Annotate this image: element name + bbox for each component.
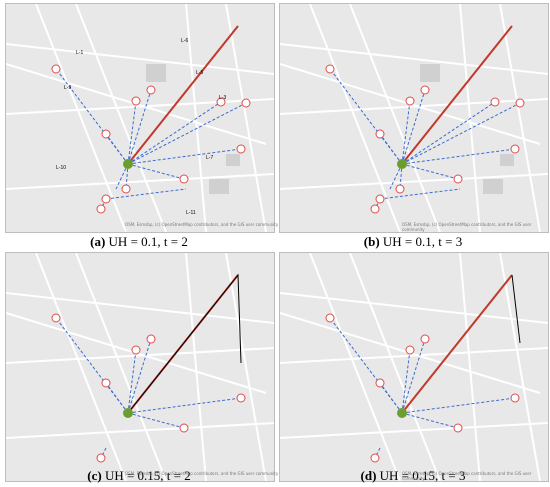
caption-b: (b) UH = 0.1, t = 3 bbox=[363, 234, 463, 249]
label-l10: L-10 bbox=[56, 165, 66, 171]
caption-d: (d) UH = 0.15, t = 3 bbox=[360, 468, 466, 483]
label-l6: L-6 bbox=[181, 38, 188, 44]
label-l3: L-3 bbox=[219, 95, 226, 101]
roads bbox=[6, 4, 274, 232]
label-l11: L-11 bbox=[186, 210, 196, 216]
label-l9: L-9 bbox=[64, 85, 71, 91]
attribution-a: OSM, Esmsbp, (c) OpenStreetMap contribut… bbox=[125, 222, 279, 227]
map-b bbox=[280, 4, 548, 232]
caption-a: (a) UH = 0.1, t = 2 bbox=[90, 234, 188, 249]
hub-icon bbox=[123, 159, 133, 169]
attribution-d: OSM, Esmsbp, (c) OpenStreetMap contribut… bbox=[402, 471, 532, 481]
attribution-b: OSM, Esmsbp, (c) OpenStreetMap contribut… bbox=[402, 222, 532, 232]
map-a: L-1 L-6 L-5 L-3 L-9 L-10 L-7 L-11 bbox=[6, 4, 274, 232]
panel-a: L-1 L-6 L-5 L-3 L-9 L-10 L-7 L-11 bbox=[5, 3, 275, 233]
nodes bbox=[51, 64, 251, 214]
attribution-c: OSM, Esmsbp, (c) OpenStreetMap contribut… bbox=[125, 471, 279, 476]
heavy-route bbox=[127, 25, 239, 165]
blocks bbox=[146, 64, 240, 194]
label-l1: L-1 bbox=[76, 50, 83, 56]
caption-c: (c) UH = 0.15, t = 2 bbox=[87, 468, 191, 483]
panel-d bbox=[279, 252, 549, 482]
panel-c bbox=[5, 252, 275, 482]
label-l5: L-5 bbox=[196, 70, 203, 76]
label-l7: L-7 bbox=[206, 155, 213, 161]
links bbox=[55, 68, 247, 210]
panel-b bbox=[279, 3, 549, 233]
